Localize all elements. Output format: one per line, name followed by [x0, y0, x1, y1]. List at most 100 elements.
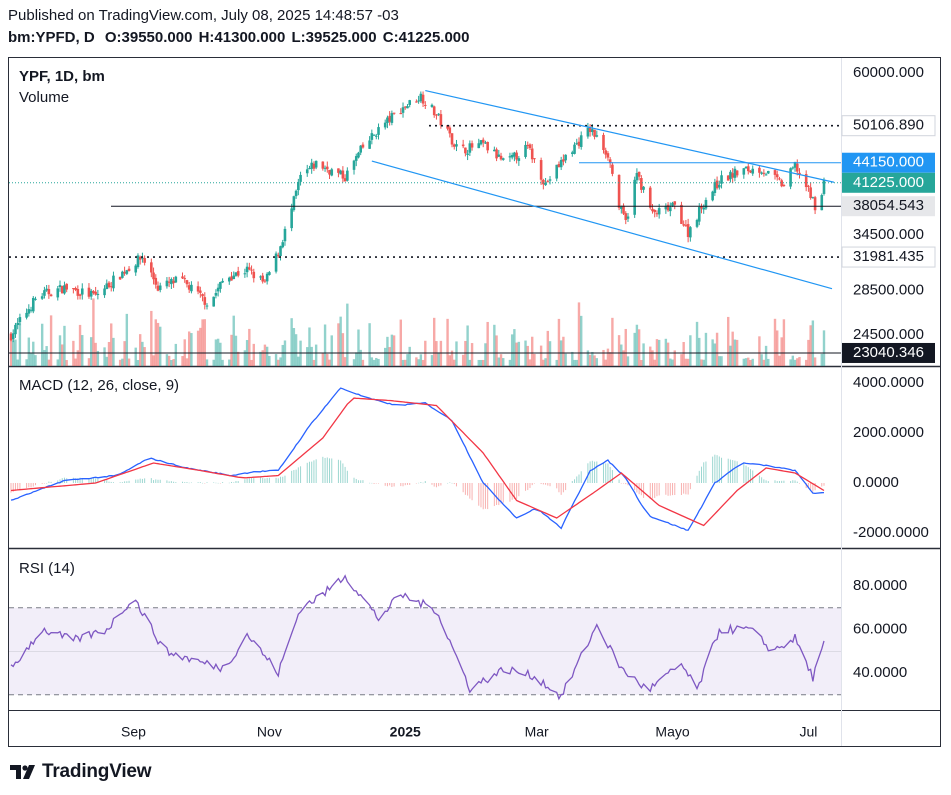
volume-bar — [219, 342, 222, 366]
volume-bar — [664, 338, 668, 366]
candle-body — [392, 112, 396, 114]
macd-tick: 4000.0000 — [853, 374, 924, 391]
candle-body — [651, 208, 654, 212]
candle-body — [513, 152, 516, 157]
volume-bar — [308, 327, 311, 366]
price-tick: 34500.000 — [853, 226, 924, 243]
volume-bar — [314, 344, 318, 366]
candle-body — [109, 286, 113, 288]
candle-body — [452, 144, 456, 147]
volume-bar — [279, 357, 282, 366]
candle-body — [76, 289, 80, 296]
macd-hist-bar — [529, 483, 531, 489]
macd-hist-bar — [369, 482, 371, 484]
chart-svg[interactable]: 60000.000 34500.000 28500.000 24500.000 4000… — [9, 58, 940, 746]
macd-hist-bar — [391, 483, 393, 487]
macd-hist-bar — [197, 482, 199, 483]
candle-body — [633, 179, 636, 215]
candle-body — [611, 164, 614, 174]
candle-body — [604, 150, 608, 155]
macd-hist-bar — [571, 481, 573, 483]
volume-bar — [604, 359, 607, 366]
macd-hist-bar — [202, 482, 204, 484]
candle-body — [435, 114, 438, 116]
macd-hist-bar — [124, 481, 126, 483]
macd-hist-bar — [371, 482, 373, 484]
candle-body — [158, 285, 162, 290]
candle-body — [78, 294, 82, 296]
volume-bar — [479, 359, 483, 366]
macd-hist-bar — [783, 480, 785, 483]
rsi-tick: 60.0000 — [853, 620, 907, 637]
candle-body — [259, 276, 262, 278]
volume-bar — [121, 358, 124, 366]
chart-frame[interactable]: 60000.000 34500.000 28500.000 24500.000 4000… — [8, 57, 941, 747]
volume-bar — [58, 335, 62, 366]
volume-bar — [720, 356, 723, 366]
macd-hist-bar — [344, 466, 346, 483]
volume-bar — [624, 328, 627, 366]
macd-hist-bar — [46, 482, 48, 484]
volume-bar — [760, 354, 763, 366]
candle-body — [167, 281, 171, 283]
candle-body — [666, 204, 670, 211]
macd-hist-bar — [10, 483, 12, 493]
macd-hist-bar — [643, 483, 645, 498]
macd-hist-bar — [525, 483, 527, 491]
candle-body — [29, 309, 33, 311]
candle-body — [764, 174, 768, 176]
macd-hist-bar — [542, 483, 544, 485]
volume-bar — [415, 357, 418, 366]
volume-bar — [32, 341, 35, 366]
macd-hist-bar — [90, 477, 92, 483]
volume-bar — [377, 358, 380, 366]
macd-hist-bar — [574, 479, 576, 483]
volume-bar — [742, 358, 746, 366]
time-tick: Jul — [799, 724, 817, 740]
macd-hist-bar — [26, 483, 28, 489]
candle-body — [290, 208, 293, 229]
macd-hist-bar — [721, 457, 723, 483]
macd-hist-bar — [81, 478, 83, 483]
volume-bar — [323, 324, 327, 366]
candle-body — [112, 275, 115, 289]
candle-body — [294, 190, 298, 197]
volume-bar — [531, 336, 534, 366]
macd-hist-bar — [75, 478, 77, 483]
candle-body — [686, 224, 690, 238]
macd-hist-bar — [104, 479, 106, 483]
volume-bar — [450, 350, 454, 366]
candle-body — [711, 191, 714, 201]
volume-bar — [89, 337, 93, 366]
macd-hist-bar — [440, 483, 442, 486]
candle-body — [252, 271, 256, 279]
macd-hist-bar — [293, 470, 295, 483]
macd-hist-bar — [758, 475, 760, 483]
macd-hist-bar — [718, 456, 720, 483]
volume-bar — [230, 334, 233, 366]
volume-bar — [259, 351, 262, 366]
macd-hist-bar — [329, 458, 331, 483]
price-label: 38054.543 — [853, 197, 924, 214]
candle-body — [341, 170, 345, 179]
candle-body — [655, 213, 659, 215]
volume-bar — [446, 318, 449, 366]
candle-body — [767, 170, 770, 174]
volume-bar — [384, 347, 387, 366]
tradingview-logo[interactable]: TradingView — [10, 761, 152, 783]
candle-body — [212, 296, 215, 307]
candle-body — [245, 266, 249, 273]
volume-bar — [94, 342, 97, 366]
candle-body — [622, 205, 625, 214]
volume-bar — [138, 334, 142, 366]
macd-hist-bar — [291, 470, 293, 483]
volume-bar — [437, 352, 440, 366]
volume-bar — [495, 335, 498, 366]
volume-bar — [595, 358, 599, 366]
volume-bar — [81, 335, 84, 366]
volume-bar — [508, 359, 512, 366]
macd-title: MACD (12, 26, close, 9) — [19, 377, 179, 394]
macd-hist-bar — [259, 477, 261, 483]
volume-bar — [762, 359, 766, 366]
candle-body — [312, 163, 316, 169]
